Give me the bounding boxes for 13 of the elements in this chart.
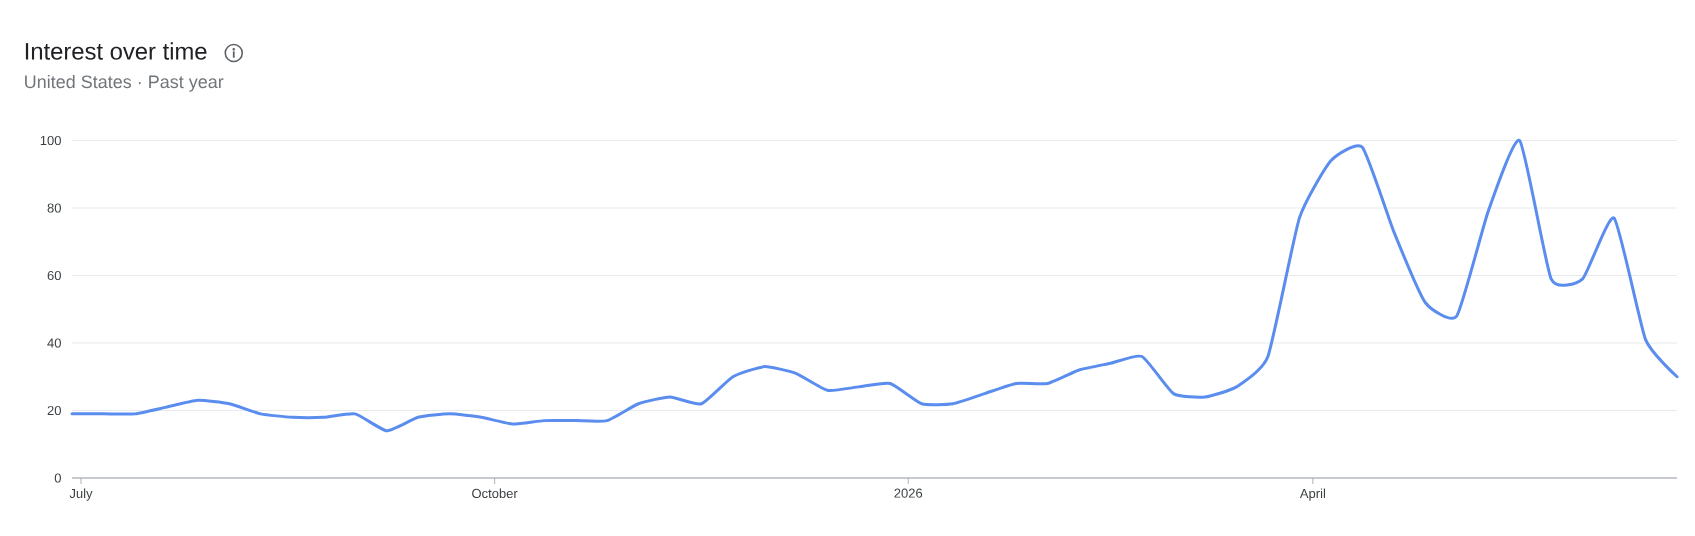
x-tick-label: April [1299,488,1325,501]
x-tick-label: July [69,488,93,501]
y-tick-label: 0 [54,473,61,483]
line-series [70,139,1679,433]
x-tick-label: October [472,488,518,499]
y-tick-label: 80 [47,203,61,213]
x-tick-label: 2026 [894,488,923,498]
y-tick-label: 20 [47,405,61,416]
y-tick-label: 60 [47,270,61,281]
chart-subtitle: United States · Past year [25,74,224,92]
chart-title: Interest over time [25,42,207,60]
y-tick-label: 100 [40,135,61,146]
y-tick-label: 40 [47,338,61,348]
